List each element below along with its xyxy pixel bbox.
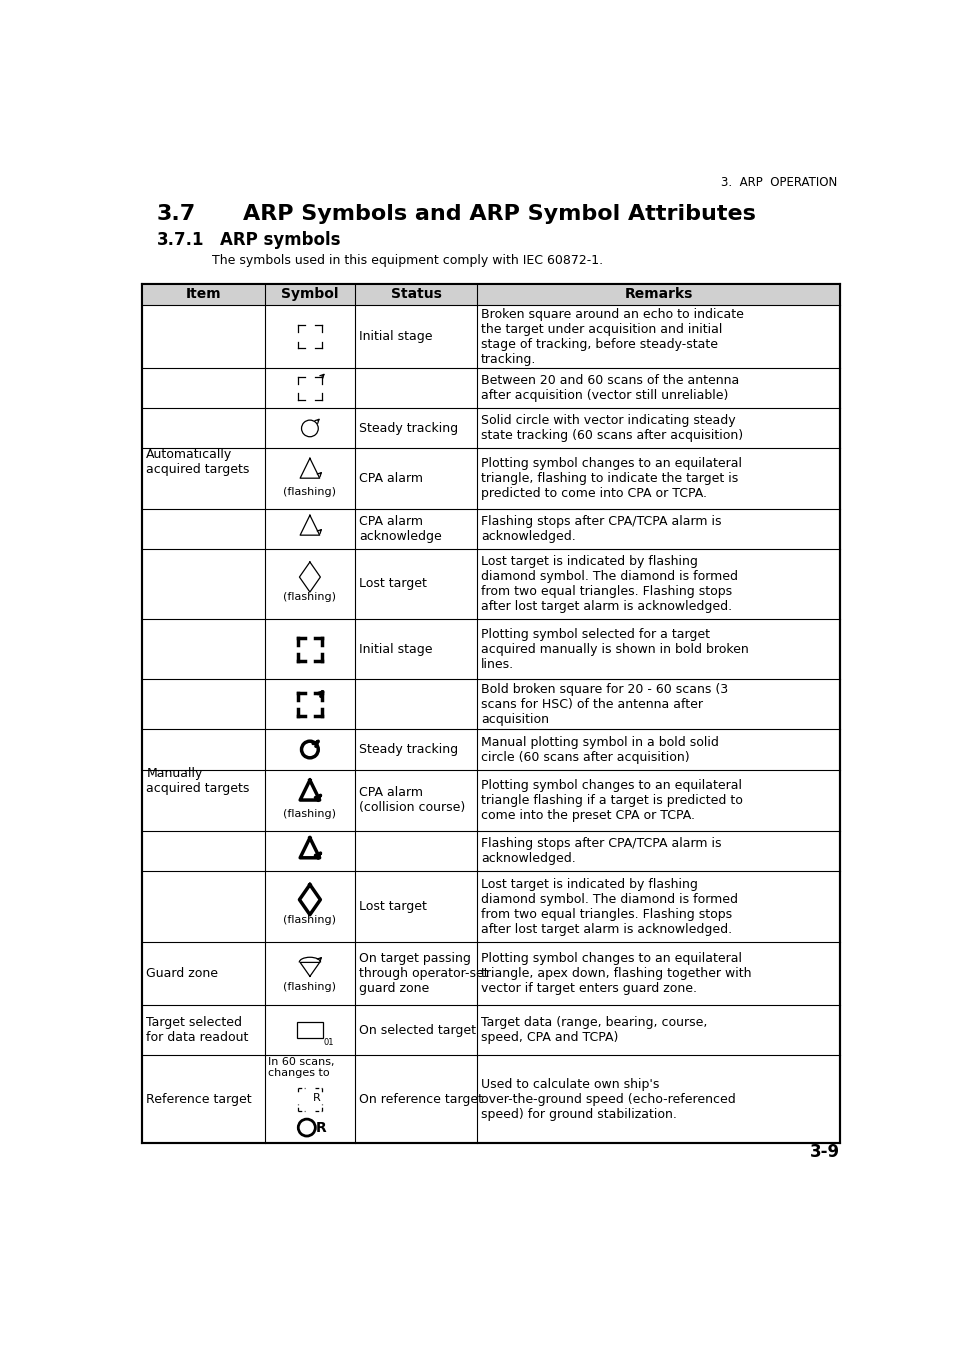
- Text: Item: Item: [186, 288, 221, 301]
- Text: Plotting symbol changes to an equilateral
triangle flashing if a target is predi: Plotting symbol changes to an equilatera…: [480, 779, 742, 822]
- Text: Target selected
for data readout: Target selected for data readout: [146, 1017, 249, 1044]
- Text: 3.  ARP  OPERATION: 3. ARP OPERATION: [720, 176, 836, 189]
- Text: 01: 01: [323, 1038, 334, 1048]
- Text: (flashing): (flashing): [283, 809, 336, 819]
- Text: In 60 scans,
changes to: In 60 scans, changes to: [268, 1057, 334, 1079]
- Text: Steady tracking: Steady tracking: [358, 423, 457, 435]
- Text: Manual plotting symbol in a bold solid
circle (60 scans after acquisition): Manual plotting symbol in a bold solid c…: [480, 736, 719, 764]
- Bar: [142, 284, 840, 1143]
- Text: Solid circle with vector indicating steady
state tracking (60 scans after acquis: Solid circle with vector indicating stea…: [480, 414, 742, 443]
- Text: Initial stage: Initial stage: [358, 643, 432, 656]
- Text: Automatically
acquired targets: Automatically acquired targets: [146, 448, 250, 477]
- Text: Used to calculate own ship's
over-the-ground speed (echo-referenced
speed) for g: Used to calculate own ship's over-the-gr…: [480, 1077, 735, 1120]
- Text: On target passing
through operator-set
guard zone: On target passing through operator-set g…: [358, 952, 488, 995]
- Text: 3-9: 3-9: [809, 1143, 840, 1161]
- Text: Lost target is indicated by flashing
diamond symbol. The diamond is formed
from : Lost target is indicated by flashing dia…: [480, 878, 738, 936]
- Text: ARP Symbols and ARP Symbol Attributes: ARP Symbols and ARP Symbol Attributes: [243, 204, 756, 224]
- Text: CPA alarm: CPA alarm: [358, 472, 423, 485]
- Text: (flashing): (flashing): [283, 487, 336, 497]
- Text: Lost target: Lost target: [358, 578, 427, 590]
- Text: 3.7.1: 3.7.1: [156, 231, 204, 250]
- Text: Reference target: Reference target: [146, 1092, 252, 1106]
- Text: Flashing stops after CPA/TCPA alarm is
acknowledged.: Flashing stops after CPA/TCPA alarm is a…: [480, 837, 720, 865]
- Text: Steady tracking: Steady tracking: [358, 743, 457, 756]
- Text: Flashing stops after CPA/TCPA alarm is
acknowledged.: Flashing stops after CPA/TCPA alarm is a…: [480, 514, 720, 543]
- Text: CPA alarm
acknowledge: CPA alarm acknowledge: [358, 514, 441, 543]
- Bar: [142, 284, 840, 305]
- Text: Status: Status: [391, 288, 441, 301]
- Text: Symbol: Symbol: [281, 288, 338, 301]
- Text: ARP symbols: ARP symbols: [220, 231, 340, 250]
- Text: Initial stage: Initial stage: [358, 331, 432, 343]
- Text: On selected target: On selected target: [358, 1023, 476, 1037]
- Text: (flashing): (flashing): [283, 915, 336, 925]
- Text: Plotting symbol changes to an equilateral
triangle, flashing to indicate the tar: Plotting symbol changes to an equilatera…: [480, 456, 741, 500]
- Text: The symbols used in this equipment comply with IEC 60872-1.: The symbols used in this equipment compl…: [212, 254, 602, 267]
- Text: R: R: [313, 1092, 320, 1103]
- Text: Guard zone: Guard zone: [146, 967, 218, 980]
- Bar: [296, 1022, 322, 1038]
- Text: (flashing): (flashing): [283, 593, 336, 602]
- Text: R: R: [315, 1120, 327, 1134]
- Text: Bold broken square for 20 - 60 scans (3
scans for HSC) of the antenna after
acqu: Bold broken square for 20 - 60 scans (3 …: [480, 683, 727, 726]
- Text: Lost target: Lost target: [358, 900, 427, 913]
- Text: Remarks: Remarks: [624, 288, 692, 301]
- Text: Lost target is indicated by flashing
diamond symbol. The diamond is formed
from : Lost target is indicated by flashing dia…: [480, 555, 738, 613]
- Text: 3.7: 3.7: [156, 204, 195, 224]
- Text: Broken square around an echo to indicate
the target under acquisition and initia: Broken square around an echo to indicate…: [480, 308, 743, 366]
- Text: Between 20 and 60 scans of the antenna
after acquisition (vector still unreliabl: Between 20 and 60 scans of the antenna a…: [480, 374, 739, 402]
- Text: Manually
acquired targets: Manually acquired targets: [146, 767, 250, 795]
- Text: Plotting symbol selected for a target
acquired manually is shown in bold broken
: Plotting symbol selected for a target ac…: [480, 628, 748, 671]
- Text: CPA alarm
(collision course): CPA alarm (collision course): [358, 786, 465, 814]
- Text: On reference target: On reference target: [358, 1092, 482, 1106]
- Text: Target data (range, bearing, course,
speed, CPA and TCPA): Target data (range, bearing, course, spe…: [480, 1017, 707, 1044]
- Text: (flashing): (flashing): [283, 981, 336, 992]
- Text: Plotting symbol changes to an equilateral
triangle, apex down, flashing together: Plotting symbol changes to an equilatera…: [480, 952, 751, 995]
